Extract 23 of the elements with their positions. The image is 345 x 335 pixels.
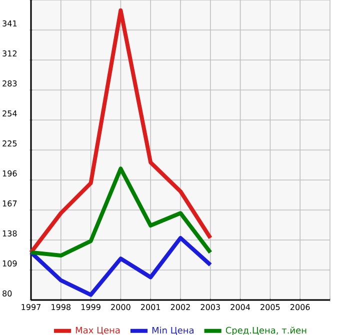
- y-tick-label: 167: [2, 200, 17, 206]
- y-tick-label: 254: [2, 110, 17, 116]
- x-tick-label: 2005: [260, 304, 280, 310]
- y-tick-label: 341: [2, 20, 17, 26]
- y-tick-label: 109: [2, 260, 17, 266]
- legend-label: Min Цена: [152, 326, 194, 335]
- y-tick-label: 312: [2, 50, 16, 56]
- y-tick-label: 80: [2, 290, 12, 296]
- y-tick-label: 225: [2, 140, 17, 146]
- y-tick-label: 138: [2, 230, 17, 236]
- x-tick-label: 1997: [22, 304, 40, 310]
- y-tick-label: 196: [2, 170, 17, 176]
- x-tick-label: 2006: [290, 304, 310, 310]
- x-tick-label: 2002: [170, 304, 190, 310]
- y-tick-label: 283: [2, 80, 17, 86]
- x-tick-label: 2004: [230, 304, 250, 310]
- x-tick-label: 1998: [52, 304, 71, 310]
- x-tick-label: 2000: [111, 304, 130, 310]
- x-tick-label: 1999: [82, 304, 100, 310]
- x-tick-label: 2003: [200, 304, 220, 310]
- legend-label: Сред.Цена, т.йен: [226, 326, 306, 335]
- legend-label: Max Цена: [76, 326, 120, 335]
- x-tick-label: 2001: [141, 304, 160, 310]
